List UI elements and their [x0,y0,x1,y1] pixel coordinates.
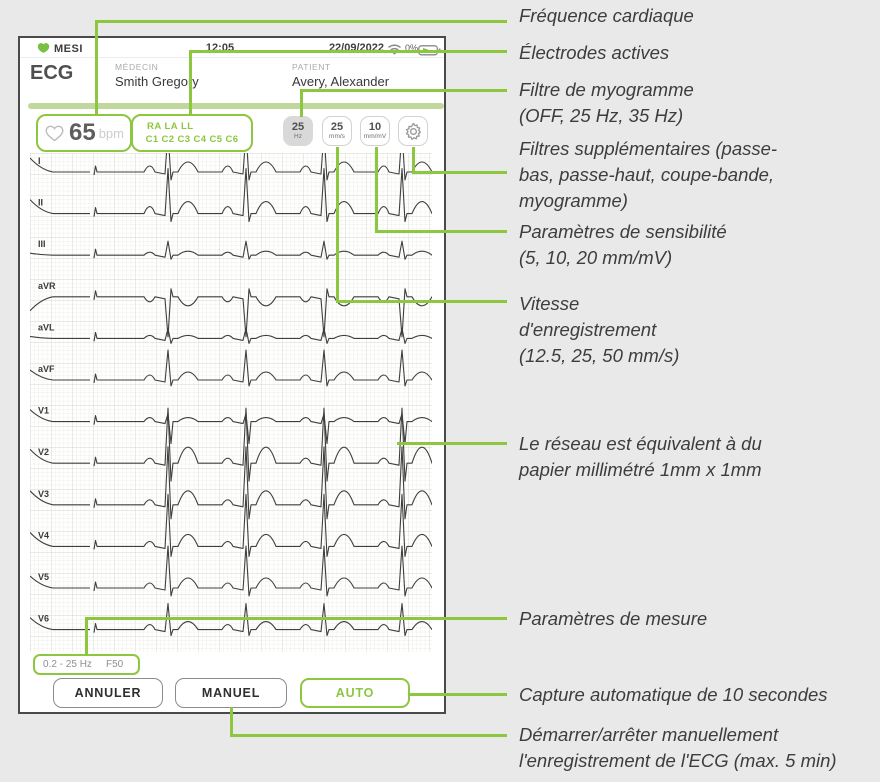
callout-line-myogram [300,89,507,92]
patient-field: PATIENT Avery, Alexander [292,62,389,89]
mesi-logo: MESI [37,42,83,55]
annotation-myogram: Filtre de myogramme (OFF, 25 Hz, 35 Hz) [519,79,694,126]
ecg-trace-II [30,168,432,223]
cancel-button[interactable]: ANNULER [53,678,163,708]
heart-rate-value: 65 [69,119,96,146]
annotation-grid-note: Le réseau est équivalent à du papier mil… [519,433,762,480]
physician-label: MÉDECIN [115,62,159,72]
svg-text:aVL: aVL [38,322,55,332]
callout-line-measure [85,617,88,655]
physician-name: Smith Gregory [115,74,199,89]
myogram-filter-unit: Hz [294,132,302,140]
limb-electrodes: RA LA LL [147,121,194,132]
svg-text:II: II [38,198,43,208]
ecg-trace-V6 [30,603,432,637]
sensitivity-value: 10 [368,120,382,133]
annotation-auto-capture: Capture automatique de 10 secondes [519,684,828,705]
callout-line-grid-note [397,442,507,445]
page-title: ECG [30,62,74,84]
ecg-trace-aVR [30,288,432,338]
ecg-trace-aVL [30,327,432,344]
myogram-filter-button[interactable]: 25 Hz [283,116,313,146]
ecg-trace-V5 [30,545,432,597]
callout-line-speed [336,147,339,302]
ecg-trace-III [30,240,432,260]
myogram-filter-value: 25 [291,120,305,133]
callout-line-manual [230,707,233,736]
status-bar: MESI 12:05 22/09/2022 0% [20,38,444,57]
svg-text:aVF: aVF [38,364,55,374]
notch-filter-value: F50 [106,659,124,670]
manual-button[interactable]: MANUEL [175,678,287,708]
callout-line-extra-filters [412,171,507,174]
brand-name: MESI [54,42,83,55]
chest-electrodes: C1 C2 C3 C4 C5 C6 [145,134,239,145]
speed-value: 25 [330,120,344,133]
ecg-trace-V3 [30,446,432,520]
annotation-speed: Vitesse d'enregistrement (12.5, 25, 50 m… [519,293,680,366]
sensitivity-button[interactable]: 10 mm/mV [360,116,390,146]
divider [20,57,444,58]
svg-text:V2: V2 [38,447,49,457]
speed-button[interactable]: 25 mm/s [322,116,352,146]
heart-icon [45,125,64,141]
callout-line-electrodes [189,50,507,53]
callout-line-myogram [300,89,303,117]
battery-percent: 0% [404,43,418,53]
bandwidth-value: 0.2 - 25 Hz [43,659,92,670]
callout-line-sensitivity [375,147,378,232]
speed-unit: mm/s [329,132,345,140]
callout-line-sensitivity [375,230,507,233]
svg-text:V6: V6 [38,614,49,624]
svg-text:III: III [38,239,46,249]
callout-line-heart-rate [95,20,507,23]
header-accent-bar [28,103,444,109]
ecg-trace-V2 [30,407,432,482]
annotation-electrodes: Électrodes actives [519,42,670,63]
heart-rate-indicator: 65 bpm [36,114,132,152]
auto-button[interactable]: AUTO [300,678,410,708]
svg-text:V5: V5 [38,572,49,582]
patient-name: Avery, Alexander [292,74,390,89]
annotation-heart-rate: Fréquence cardiaque [519,5,694,26]
callout-line-extra-filters [412,147,415,173]
ecg-trace-V1 [30,409,432,445]
annotation-extra-filters: Filtres supplémentaires (passe- bas, pas… [519,138,778,211]
measure-params-box: 0.2 - 25 Hz F50 [33,654,140,675]
ecg-trace-I [30,153,432,181]
mesi-leaf-icon [37,43,50,53]
ecg-trace-V4 [30,493,432,557]
callout-line-manual [230,734,507,737]
callout-line-heart-rate [95,20,98,115]
annotation-sensitivity: Paramètres de sensibilité (5, 10, 20 mm/… [519,221,727,268]
callout-line-electrodes [189,50,192,115]
svg-text:V4: V4 [38,530,49,540]
ecg-trace-aVF [30,349,432,387]
heart-rate-unit: bpm [98,125,124,141]
active-electrodes-indicator: RA LA LL C1 C2 C3 C4 C5 C6 [131,114,253,152]
gear-icon [405,122,421,140]
svg-text:I: I [38,156,41,166]
svg-text:aVR: aVR [38,281,56,291]
callout-line-auto [410,693,507,696]
patient-label: PATIENT [292,62,331,72]
callout-line-measure [85,617,507,620]
annotation-manual-rec: Démarrer/arrêter manuellement l'enregist… [519,724,837,771]
sensitivity-unit: mm/mV [363,132,387,140]
svg-text:V1: V1 [38,406,49,416]
filter-settings-button[interactable] [398,116,428,146]
annotation-measure: Paramètres de mesure [519,608,708,629]
svg-text:V3: V3 [38,489,49,499]
physician-field: MÉDECIN Smith Gregory [115,62,199,89]
callout-line-speed [336,300,507,303]
